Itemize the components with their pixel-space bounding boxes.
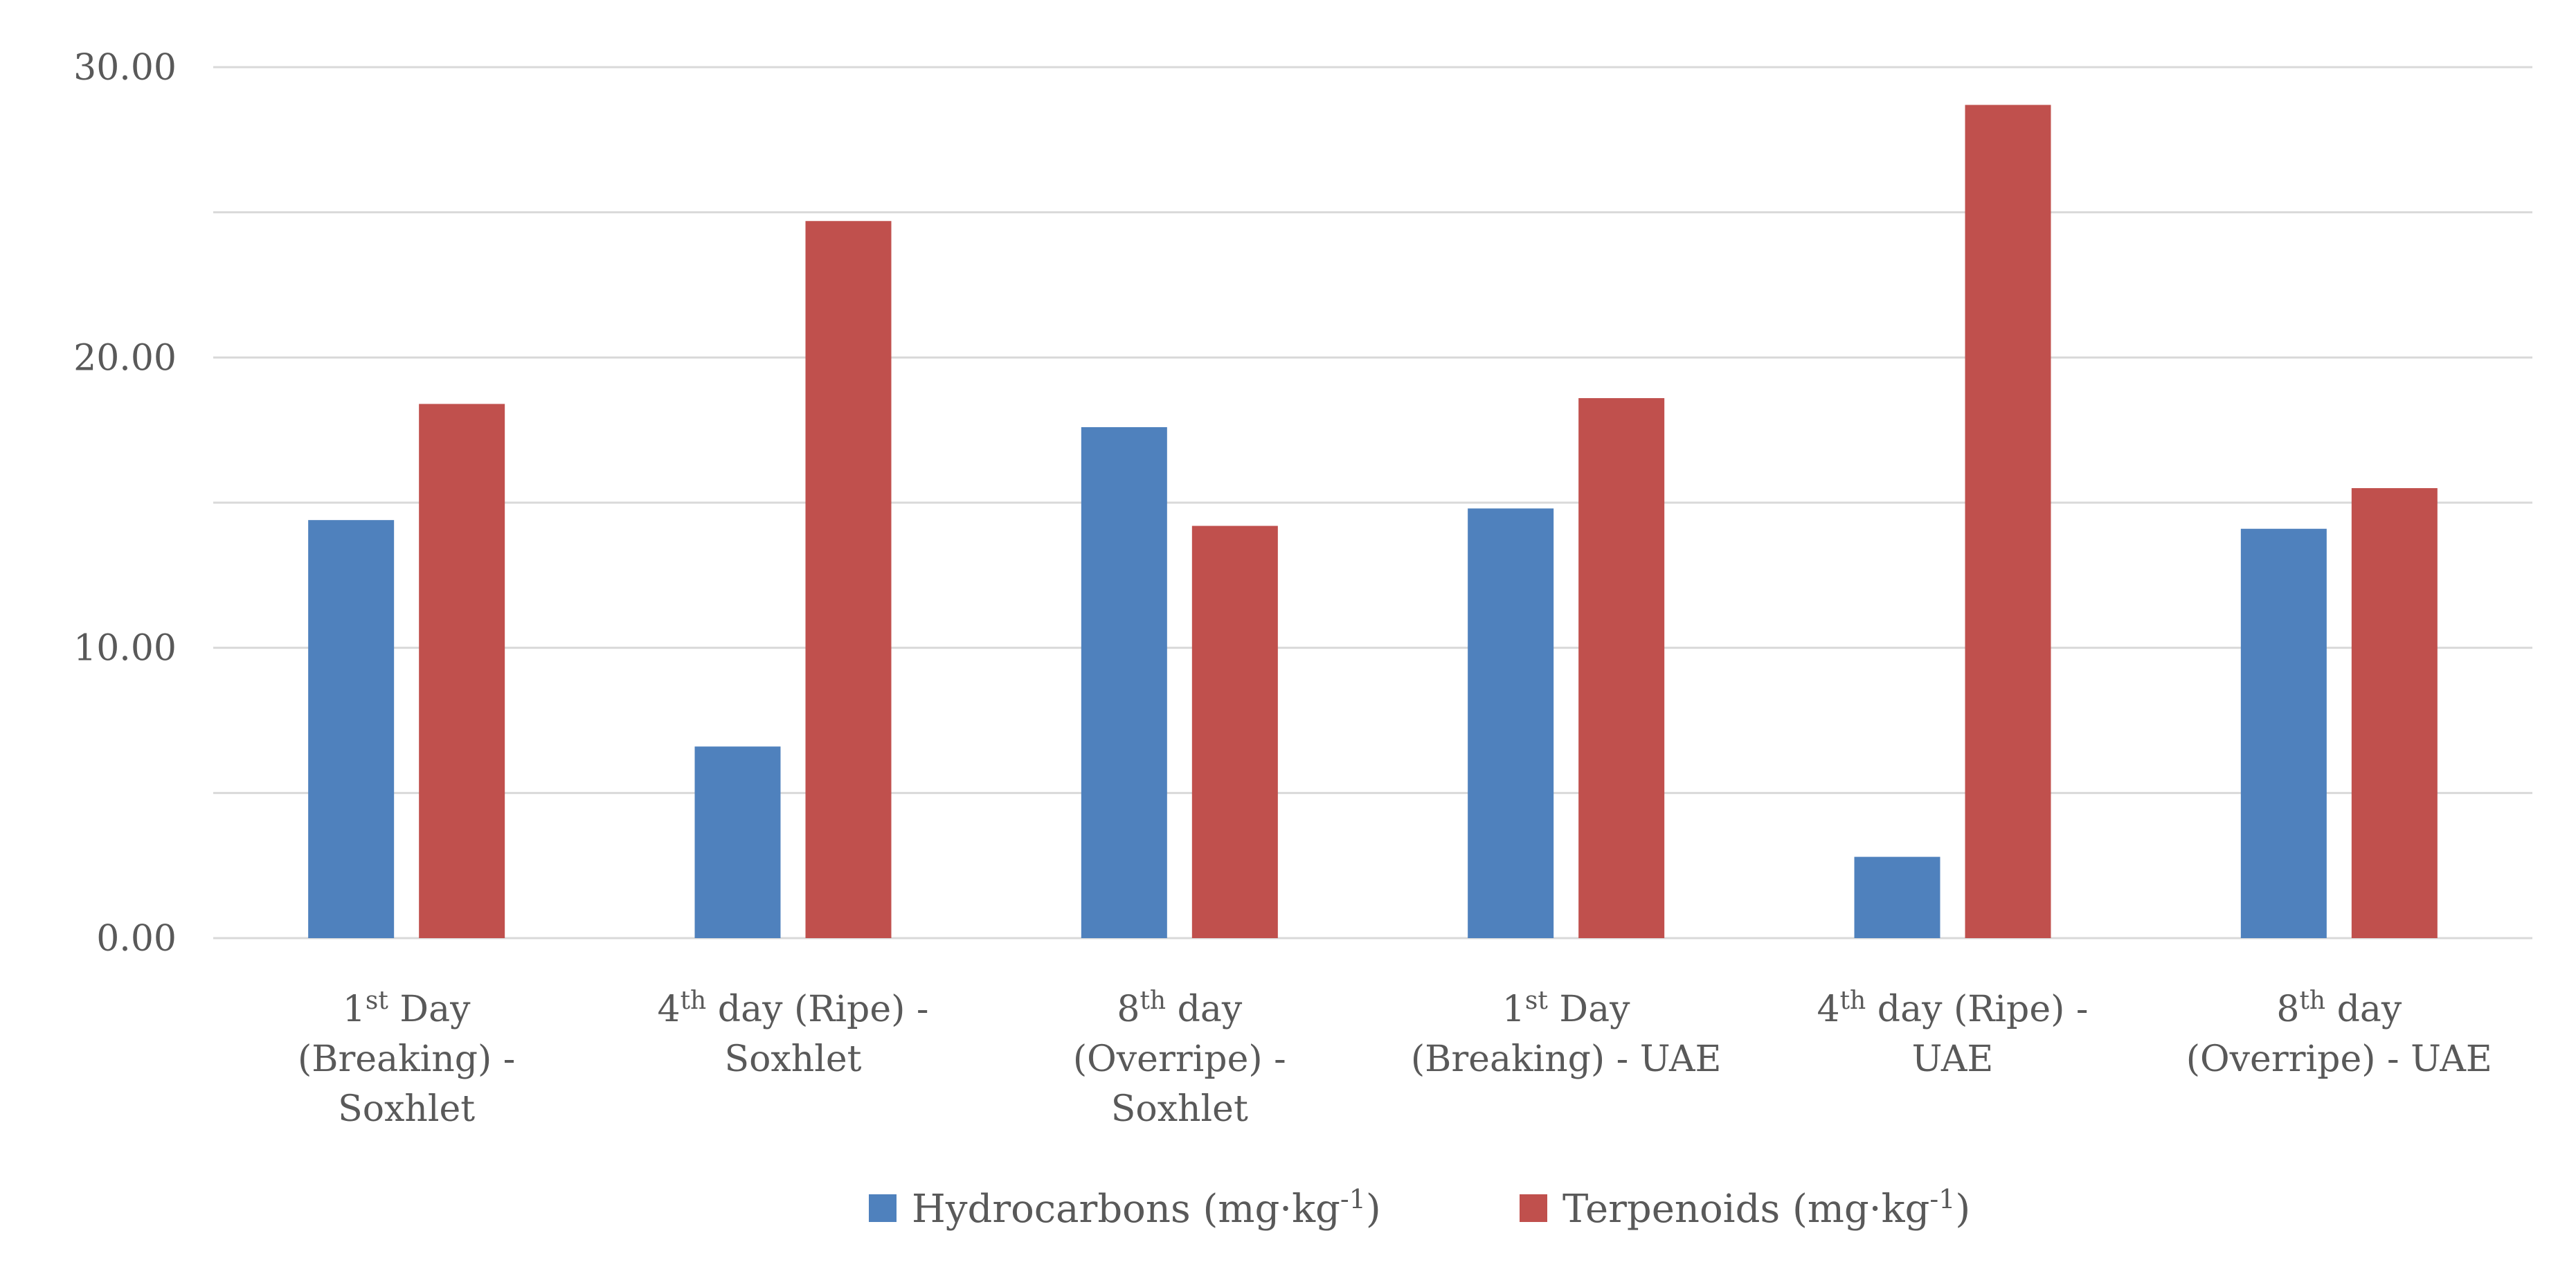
bar-terpenoids-6 xyxy=(2351,488,2438,938)
bar-terpenoids-2 xyxy=(805,221,892,938)
legend-swatch xyxy=(1520,1194,1547,1222)
bar-terpenoids-5 xyxy=(1965,105,2051,939)
bar-hydrocarbons-4 xyxy=(1468,508,1554,938)
y-axis-ticks: 0.00 10.00 20.00 30.00 xyxy=(73,47,177,960)
bar-terpenoids-4 xyxy=(1578,398,1665,938)
x-category-label: 8th day xyxy=(1117,987,1243,1030)
x-category-label: 4th day (Ripe) - xyxy=(658,987,929,1030)
x-category-label: Soxhlet xyxy=(338,1088,475,1130)
legend-label: Hydrocarbons (mg·kg-1) xyxy=(912,1184,1381,1232)
x-category-label: 8th day xyxy=(2276,987,2402,1030)
legend: Hydrocarbons (mg·kg-1) Terpenoids (mg·kg-… xyxy=(869,1184,1970,1232)
y-tick-label: 10.00 xyxy=(73,628,177,670)
x-category-label: (Overripe) - UAE xyxy=(2186,1039,2492,1080)
bar-hydrocarbons-2 xyxy=(694,746,781,938)
x-category-label: (Breaking) - UAE xyxy=(1411,1039,1722,1080)
x-category-label: 1st Day xyxy=(343,987,471,1030)
y-tick-label: 30.00 xyxy=(73,47,177,89)
bar-hydrocarbons-6 xyxy=(2240,528,2327,938)
x-category-label: 1st Day xyxy=(1502,987,1630,1030)
bars xyxy=(308,105,2438,939)
x-axis-labels: 1st Day (Breaking) - Soxhlet 4th day (Ripe)… xyxy=(298,987,2492,1130)
grid-layer xyxy=(213,66,2532,940)
bar-terpenoids-1 xyxy=(419,404,505,938)
x-category-label: 4th day (Ripe) - xyxy=(1817,987,2089,1030)
x-category-label: (Breaking) - xyxy=(298,1039,515,1080)
bar-terpenoids-3 xyxy=(1191,525,1278,938)
x-category-label: Soxhlet xyxy=(1111,1088,1248,1130)
y-tick-label: 20.00 xyxy=(73,337,177,379)
legend-label: Terpenoids (mg·kg-1) xyxy=(1562,1184,1970,1232)
y-tick-label: 0.00 xyxy=(96,918,177,960)
x-category-label: (Overripe) - xyxy=(1073,1039,1286,1080)
legend-item-terpenoids: Terpenoids (mg·kg-1) xyxy=(1520,1184,1970,1232)
bar-hydrocarbons-5 xyxy=(1854,856,1940,938)
bar-hydrocarbons-3 xyxy=(1081,426,1167,938)
bar-hydrocarbons-1 xyxy=(308,520,395,938)
x-category-label: Soxhlet xyxy=(724,1039,861,1080)
legend-item-hydrocarbons: Hydrocarbons (mg·kg-1) xyxy=(869,1184,1381,1232)
x-category-label: UAE xyxy=(1912,1039,1994,1080)
legend-swatch xyxy=(869,1194,897,1222)
